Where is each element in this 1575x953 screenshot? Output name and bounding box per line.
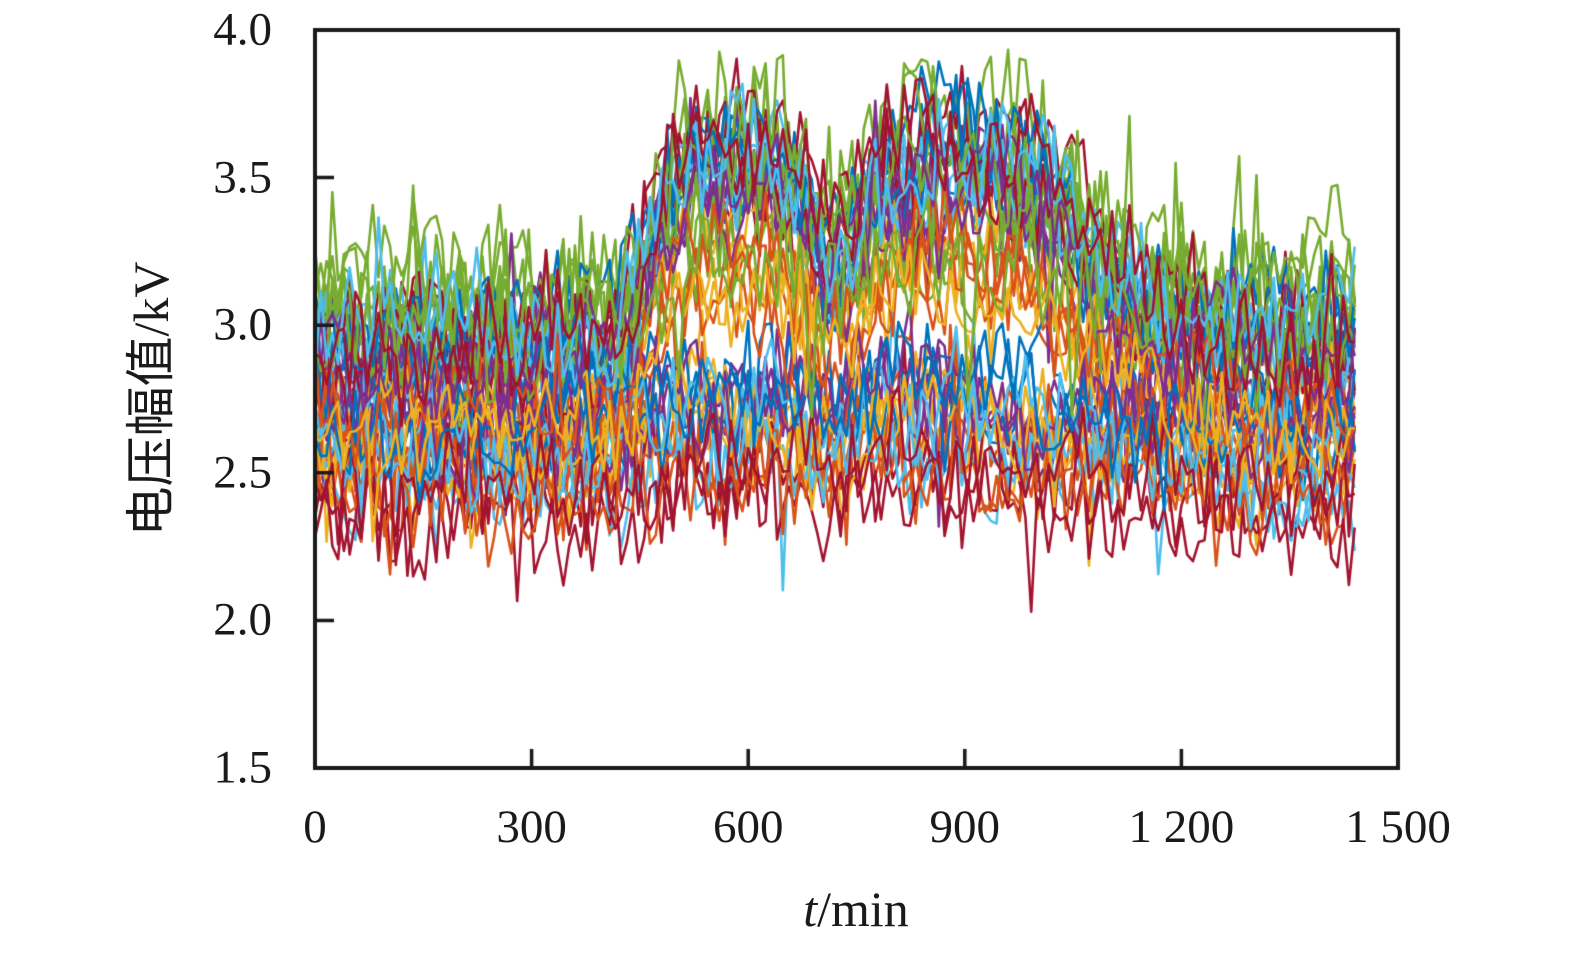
- x-axis-label: t/min: [803, 880, 909, 938]
- x-tick-label-1200: 1 200: [1128, 801, 1235, 853]
- y-tick-label-1.5: 1.5: [213, 741, 272, 794]
- y-tick-label-3.0: 3.0: [213, 298, 272, 351]
- x-tick-label-300: 300: [496, 801, 567, 853]
- x-tick-label-600: 600: [712, 801, 784, 853]
- y-tick-label-2.5: 2.5: [213, 446, 272, 499]
- x-axis-variable: t: [803, 881, 818, 937]
- y-tick-label-4.0: 4.0: [213, 3, 272, 56]
- x-axis-unit: /min: [817, 881, 909, 937]
- x-tick-label-0: 0: [303, 801, 327, 853]
- x-tick-label-900: 900: [929, 801, 1001, 853]
- x-tick-label-1500: 1 500: [1345, 801, 1451, 853]
- y-tick-label-3.5: 3.5: [213, 151, 272, 204]
- y-tick-label-2.0: 2.0: [213, 593, 272, 646]
